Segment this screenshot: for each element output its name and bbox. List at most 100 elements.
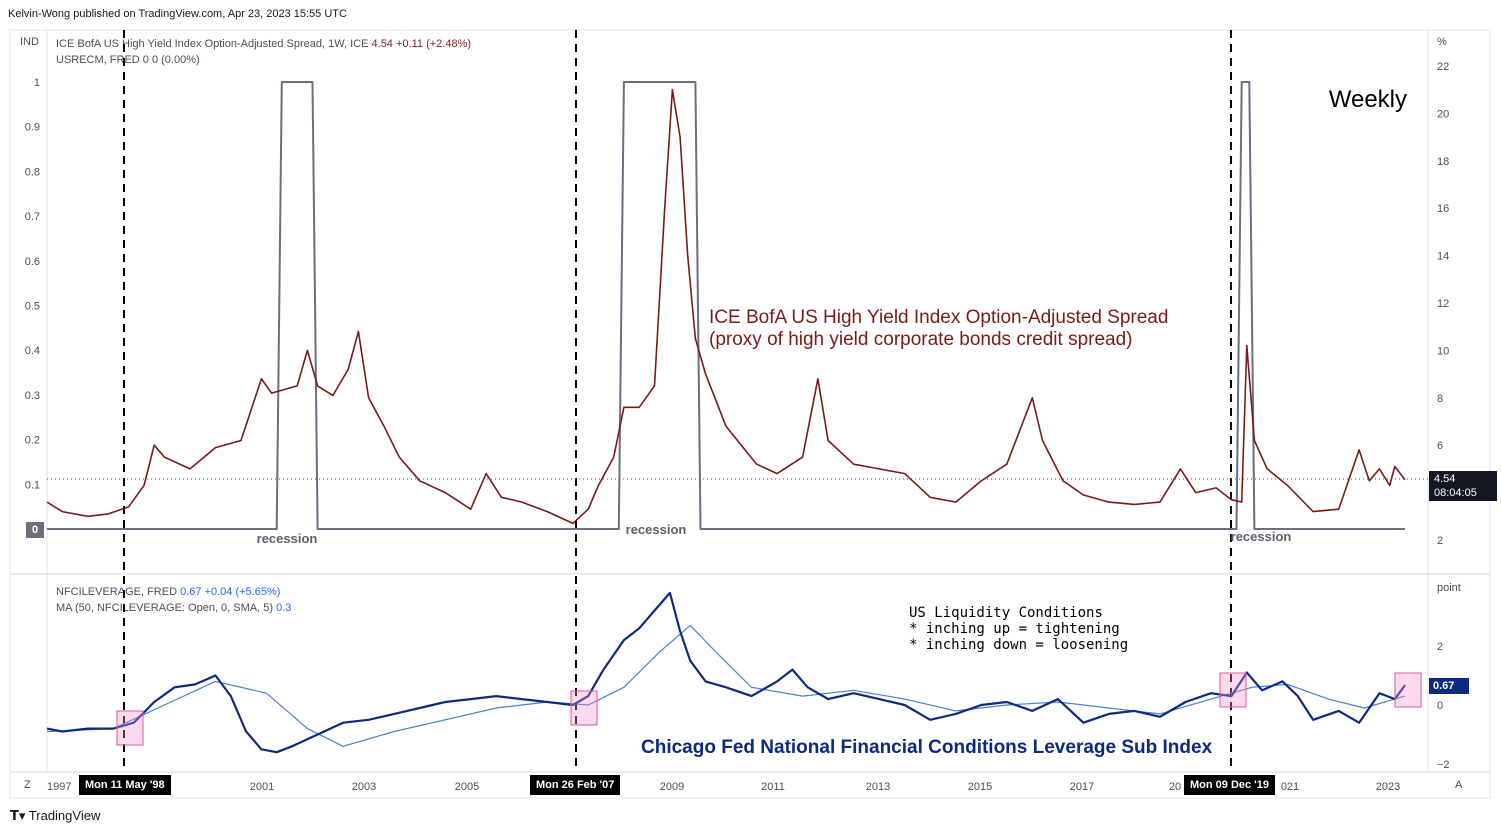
left-tick-label: 0.6 <box>25 256 40 268</box>
right-tick-label: 2 <box>1437 535 1443 547</box>
x-tick-label: 2023 <box>1376 781 1400 793</box>
last-price-tag: 4.54 08:04:05 <box>1429 471 1497 501</box>
right-tick-label: 12 <box>1437 298 1449 310</box>
x-tick-label: 20 <box>1169 781 1181 793</box>
highlight-box <box>570 690 598 726</box>
left-tick-label: 0.1 <box>25 479 40 491</box>
left-tick-label: 0.2 <box>25 435 40 447</box>
usrecm-legend-text: USRECM, FRED 0 0 (0.00%) <box>56 54 200 66</box>
left-axis: 0.1 0.2 0.3 0.4 0.5 0.6 0.7 0.8 0.9 1 <box>25 77 40 491</box>
timezone-z-button[interactable]: Z <box>24 779 31 791</box>
x-tick-label: 1997 <box>47 781 71 793</box>
highlight-box <box>1394 672 1422 708</box>
auto-scale-button[interactable]: A <box>1455 779 1463 791</box>
nfci-line <box>46 591 1406 754</box>
tradingview-logo[interactable]: 𝗧▾ TradingView <box>10 808 100 824</box>
spread-line <box>46 88 1406 525</box>
left-tick-label: 0.8 <box>25 166 40 178</box>
recession-labels: recession recession recession <box>257 522 1292 546</box>
spread-legend-change: +0.11 (+2.48%) <box>396 38 472 50</box>
timeframe-label: Weekly <box>1328 86 1407 113</box>
left-tick-label: 0.9 <box>25 122 40 134</box>
nfci-annotation: Chicago Fed National Financial Condition… <box>641 737 1213 758</box>
sub-legend: NFCILEVERAGE, FRED 0.67 +0.04 (+5.65%) M… <box>56 584 291 616</box>
liquidity-annotation-down: * inching down = loosening <box>909 637 1129 653</box>
liquidity-annotation: US Liquidity Conditions * inching up = t… <box>909 605 1128 653</box>
highlight-box <box>1219 672 1247 708</box>
nfci-series <box>46 591 1406 754</box>
right-axis: 246810121416182022 <box>1437 61 1449 547</box>
x-tick-label: 2005 <box>455 781 479 793</box>
point-axis-unit: point <box>1437 582 1461 594</box>
spread-annotation-line1: ICE BofA US High Yield Index Option-Adju… <box>709 307 1169 328</box>
recession-series <box>47 81 1405 530</box>
highlight-box <box>116 710 144 746</box>
sub-right-axis: −2 0 2 <box>1437 641 1450 771</box>
ma-series <box>46 624 1406 747</box>
spread-annotation-line2: (proxy of high yield corporate bonds cre… <box>709 329 1133 350</box>
right-tick-label: 16 <box>1437 203 1449 215</box>
chart-frame <box>9 29 1491 799</box>
sub-tick-label: −2 <box>1437 759 1450 771</box>
left-tick-label: 0.4 <box>25 345 40 357</box>
publisher-credit: Kelvin-Wong published on TradingView.com… <box>8 8 347 20</box>
right-tick-label: 14 <box>1437 251 1449 263</box>
ma-legend-row[interactable]: MA (50, NFCILEVERAGE: Open, 0, SMA, 5) 0… <box>56 600 291 616</box>
x-axis: 1997 2001 2003 2005 2009 2011 2013 2015 2017 20 02… <box>47 781 1400 793</box>
x-tick-label: 2001 <box>250 781 274 793</box>
left-tick-label: 0.5 <box>25 301 40 313</box>
nfci-legend-change: +0.04 (+5.65%) <box>204 586 281 598</box>
spread-annotation: ICE BofA US High Yield Index Option-Adju… <box>709 307 1168 351</box>
right-tick-label: 8 <box>1437 393 1443 405</box>
liquidity-annotation-title: US Liquidity Conditions <box>909 605 1103 621</box>
x-tick-label: 2013 <box>866 781 890 793</box>
last-price-value: 4.54 <box>1434 473 1456 485</box>
recession-label: recession <box>257 531 318 546</box>
nfci-legend-row[interactable]: NFCILEVERAGE, FRED 0.67 +0.04 (+5.65%) <box>56 584 291 600</box>
percent-axis-unit: % <box>1437 36 1447 48</box>
date-tag-2019: Mon 09 Dec '19 <box>1184 775 1276 795</box>
sub-tick-label: 0 <box>1437 700 1443 712</box>
right-tick-label: 20 <box>1437 108 1449 120</box>
right-tick-label: 10 <box>1437 345 1449 357</box>
x-tick-label: 021 <box>1281 781 1299 793</box>
bar-countdown: 08:04:05 <box>1434 487 1477 499</box>
usrecm-legend-row[interactable]: USRECM, FRED 0 0 (0.00%) <box>56 52 471 68</box>
x-tick-label: 2009 <box>660 781 684 793</box>
left-tick-label: 0.3 <box>25 390 40 402</box>
date-tag-1998: Mon 11 May '98 <box>79 775 171 795</box>
spread-series <box>46 88 1406 525</box>
sub-tick-label: 2 <box>1437 641 1443 653</box>
nfci-legend-name: NFCILEVERAGE, FRED <box>56 586 178 598</box>
right-tick-label: 6 <box>1437 440 1443 452</box>
recession-step-line <box>47 81 1405 530</box>
x-tick-label: 2015 <box>968 781 992 793</box>
nfci-last-value-tag: 0.67 <box>1429 678 1469 694</box>
right-tick-label: 18 <box>1437 156 1449 168</box>
x-tick-label: 2017 <box>1070 781 1094 793</box>
event-markers <box>47 30 1428 772</box>
tradingview-logo-text: TradingView <box>28 808 101 823</box>
left-tick-label: 1 <box>34 77 40 89</box>
tradingview-logo-icon: 𝗧▾ <box>10 808 26 823</box>
main-legend: ICE BofA US High Yield Index Option-Adju… <box>56 36 471 68</box>
left-tick-label: 0.7 <box>25 211 40 223</box>
spread-legend-value: 4.54 <box>371 38 393 50</box>
x-tick-label: 2003 <box>352 781 376 793</box>
nfci-legend-value: 0.67 <box>180 586 202 598</box>
liquidity-annotation-up: * inching up = tightening <box>909 621 1120 637</box>
right-tick-label: 22 <box>1437 61 1449 73</box>
indicator-corner-label: IND <box>20 36 39 48</box>
date-tag-2007: Mon 26 Feb '07 <box>530 775 621 795</box>
ma-line <box>46 624 1406 747</box>
outer-border <box>9 29 1491 799</box>
highlight-boxes <box>116 672 1422 746</box>
spread-legend-name: ICE BofA US High Yield Index Option-Adju… <box>56 38 369 50</box>
spread-legend-row[interactable]: ICE BofA US High Yield Index Option-Adju… <box>56 36 471 52</box>
ma-legend-value: 0.3 <box>276 602 292 614</box>
recession-label: recession <box>626 522 687 537</box>
x-tick-label: 2011 <box>761 781 785 793</box>
ma-legend-name: MA (50, NFCILEVERAGE: Open, 0, SMA, 5) <box>56 602 274 614</box>
usrecm-last-value-tag: 0 <box>26 522 44 538</box>
